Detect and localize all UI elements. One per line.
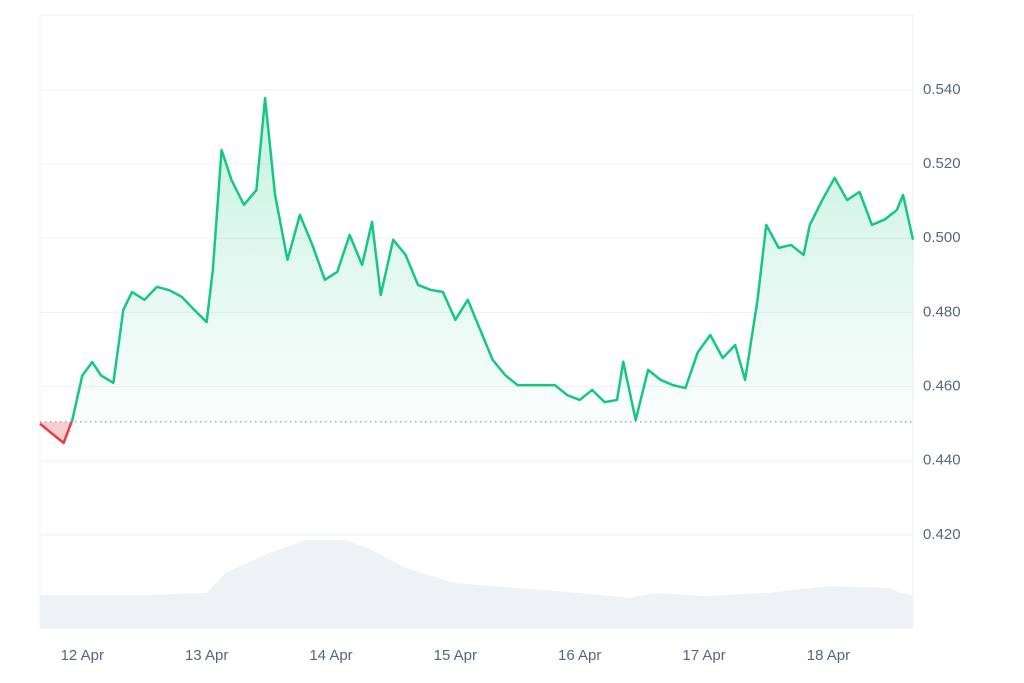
x-tick-label: 16 Apr	[558, 647, 601, 664]
y-tick-label: 0.520	[923, 155, 961, 172]
y-tick-label: 0.500	[923, 229, 961, 246]
y-tick-label: 0.460	[923, 378, 961, 395]
x-tick-label: 12 Apr	[61, 647, 104, 664]
price-line	[39, 96, 915, 445]
x-tick-label: 17 Apr	[682, 647, 725, 664]
x-tick-label: 15 Apr	[434, 647, 477, 664]
volume-area	[40, 540, 913, 628]
x-tick-label: 13 Apr	[185, 647, 228, 664]
y-tick-label: 0.540	[923, 81, 961, 98]
x-tick-label: 18 Apr	[807, 647, 850, 664]
price-area	[40, 98, 913, 443]
y-tick-label: 0.420	[923, 526, 961, 543]
y-tick-label: 0.440	[923, 452, 961, 469]
x-tick-label: 14 Apr	[309, 647, 352, 664]
y-tick-label: 0.480	[923, 303, 961, 320]
